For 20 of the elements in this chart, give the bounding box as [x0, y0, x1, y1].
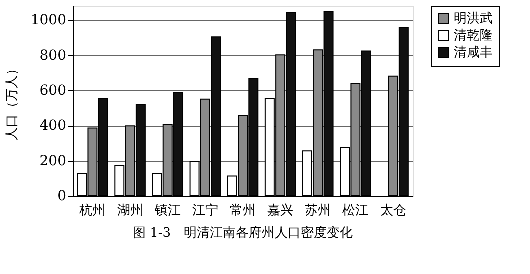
x-tick-label: 镇江 — [154, 204, 181, 218]
x-tick-label: 湖州 — [117, 204, 144, 218]
y-tick-label: 0 — [58, 188, 66, 204]
x-tick-label: 常州 — [230, 204, 256, 218]
legend-label: 清乾隆 — [454, 28, 493, 44]
x-tick-label: 松江 — [342, 204, 369, 218]
y-axis-title: 人口（万人） — [4, 62, 20, 140]
text: 图 1-3 明清江南各府州人口密度变化 — [132, 225, 354, 241]
legend-label: 清咸丰 — [454, 46, 493, 60]
y-tick-label: 200 — [40, 153, 66, 170]
legend-label: 明洪武 — [454, 12, 493, 26]
x-tick-label: 苏州 — [305, 204, 332, 218]
y-tick-label: 1000 — [30, 12, 66, 29]
y-tick-label: 600 — [40, 82, 66, 99]
x-tick-label: 太仓 — [380, 204, 406, 218]
x-tick-label: 江宁 — [192, 202, 218, 218]
y-tick-label: 400 — [40, 118, 66, 134]
y-tick-label: 800 — [40, 48, 66, 64]
x-tick-label: 嘉兴 — [268, 204, 294, 218]
x-tick-label: 杭州 — [78, 204, 106, 218]
